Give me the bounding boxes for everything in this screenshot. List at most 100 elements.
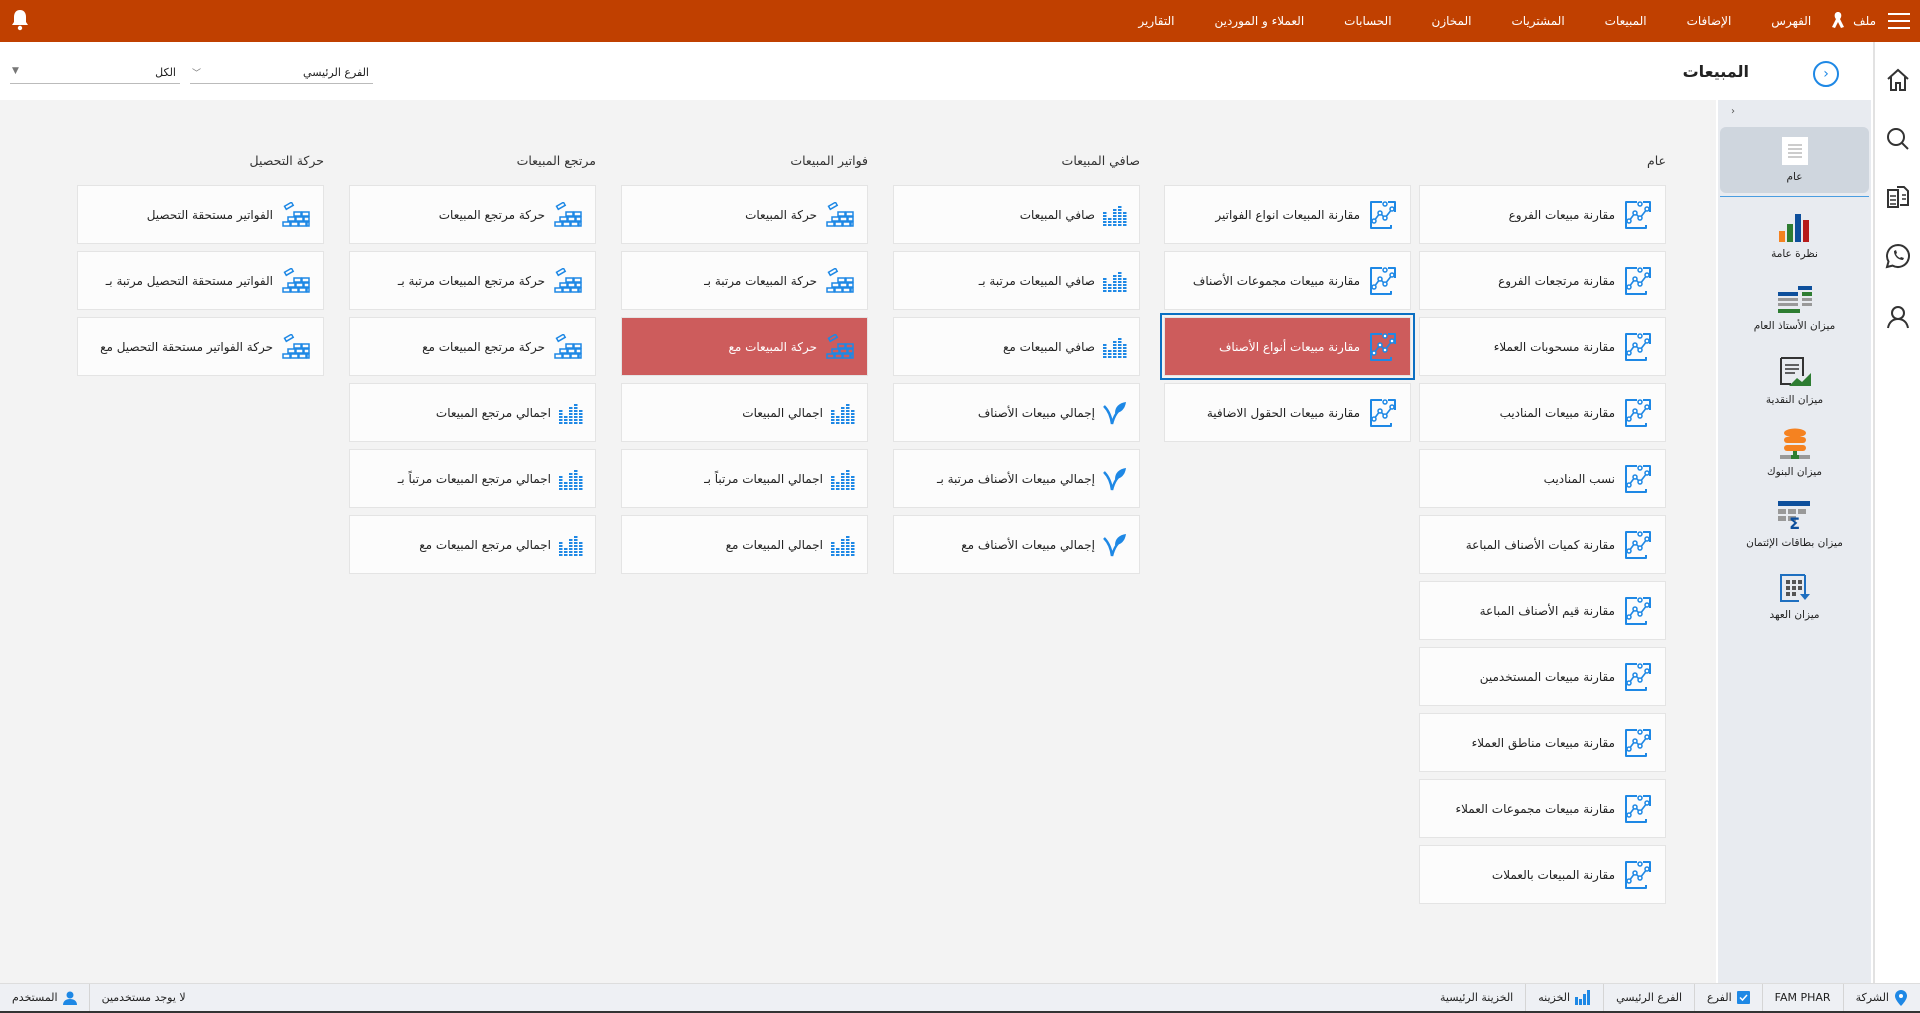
icon-rail [1873,42,1920,983]
bricks-icon [553,267,583,294]
line-chart-icon [1623,662,1653,692]
report-card[interactable]: مقارنة المبيعات انواع الفواتير [1164,185,1411,244]
bricks-icon [825,201,855,228]
line-chart-icon [1623,860,1653,890]
report-card[interactable]: إجمالي مبيعات الأصناف مرتبة بـ [893,449,1140,508]
report-card[interactable]: مقارنة مسحوبات العملاء [1419,317,1666,376]
bell-icon[interactable] [10,9,30,31]
report-card-label: مقارنة المبيعات انواع الفواتير [1215,207,1360,222]
report-card[interactable]: مقارنة مبيعات مجموعات العملاء [1419,779,1666,838]
reports-grid: عام مقارنة مبيعات الفروع مقارنة مرتجعات ال… [0,100,1716,983]
report-card[interactable]: مقارنة قيم الأصناف المباعة [1419,581,1666,640]
user-icon[interactable] [1885,304,1911,330]
report-card[interactable]: اجمالي مرتجع المبيعات [349,383,596,442]
report-card[interactable]: اجمالي مرتجع المبيعات مع [349,515,596,574]
report-card[interactable]: مقارنة المبيعات بالعملات [1419,845,1666,904]
report-card[interactable]: حركة المبيعات مع [621,317,868,376]
report-card[interactable]: حركة مرتجع المبيعات مرتبة بـ [349,251,596,310]
report-card[interactable]: مقارنة مبيعات الفروع [1419,185,1666,244]
report-card[interactable]: نسب المناديب [1419,449,1666,508]
report-card[interactable]: مقارنة مبيعات مناطق العملاء [1419,713,1666,772]
side-panel-item[interactable]: عام [1720,127,1869,193]
menu-item-2[interactable]: الإضافات [1686,14,1732,28]
report-card[interactable]: اجمالي المبيعات مرتباً بـ [621,449,868,508]
report-card[interactable]: الفواتير مستحقة التحصيل [77,185,324,244]
search-icon[interactable] [1885,126,1911,152]
side-panel-item[interactable]: Σ ميزان بطاقات الإئتمان [1718,489,1871,561]
report-card[interactable]: حركة المبيعات [621,185,868,244]
whatsapp-icon[interactable] [1885,243,1911,269]
checkbox-checked-icon[interactable] [1736,991,1750,1004]
report-card[interactable]: الفواتير مستحقة التحصيل مرتبة بـ [77,251,324,310]
svg-text:Σ: Σ [1789,514,1800,531]
column-heading: صافي المبيعات [1061,153,1140,168]
status-branch[interactable]: الفرع [1694,984,1762,1011]
report-card[interactable]: مقارنة مبيعات أنواع الأصناف [1160,313,1415,380]
report-card[interactable]: مقارنة كميات الأصناف المباعة [1419,515,1666,574]
report-card-label: مقارنة مسحوبات العملاء [1493,339,1615,354]
all-select[interactable]: الكل ▼ [10,62,180,84]
report-card[interactable]: مقارنة مرتجعات الفروع [1419,251,1666,310]
report-card-label: اجمالي مرتجع المبيعات مع [419,537,551,552]
bricks-icon [553,201,583,228]
line-chart-icon [1623,332,1653,362]
menu-item-1[interactable]: الفهرس [1771,14,1812,28]
report-card[interactable]: صافي المبيعات مرتبة بـ [893,251,1140,310]
line-chart-icon [1368,398,1398,428]
chevron-right-circle-icon[interactable]: › [1813,61,1839,87]
side-panel-item[interactable]: ميزان النقدية [1718,345,1871,417]
report-card[interactable]: اجمالي المبيعات [621,383,868,442]
menu-item-3[interactable]: المبيعات [1604,14,1647,28]
side-panel-item-label: ميزان بطاقات الإئتمان [1746,537,1843,549]
report-card-label: مقارنة مبيعات الحقول الاضافية [1206,405,1360,420]
hamburger-menu-icon[interactable] [1888,13,1910,29]
collapse-chevron-icon[interactable]: › [1731,106,1735,117]
report-card[interactable]: إجمالي مبيعات الأصناف مع [893,515,1140,574]
report-card-label: حركة الفواتير مستحقة التحصيل مع [100,339,273,354]
report-card-label: الفواتير مستحقة التحصيل مرتبة بـ [105,273,273,288]
branch-select[interactable]: الفرع الرئيسي ﹀ [190,62,373,84]
report-card[interactable]: مقارنة مبيعات مجموعات الأصناف [1164,251,1411,310]
report-card[interactable]: حركة مرتجع المبيعات [349,185,596,244]
location-icon [1895,989,1907,1006]
report-card[interactable]: صافي المبيعات [893,185,1140,244]
report-card[interactable]: إجمالي مبيعات الأصناف [893,383,1140,442]
top-menu-bar: ملف الفهرس الإضافات المبيعات المشتريات المخاز… [0,0,1920,42]
report-card-label: صافي المبيعات مرتبة بـ [978,273,1095,288]
report-card[interactable]: اجمالي مرتجع المبيعات مرتباً بـ [349,449,596,508]
menu-item-7[interactable]: العملاء و الموردين [1214,14,1305,28]
report-card-label: مقارنة مبيعات مجموعات الأصناف [1192,273,1360,288]
report-card-label: إجمالي مبيعات الأصناف [977,405,1095,420]
menu-item-4[interactable]: المشتريات [1511,14,1565,28]
side-panel-item[interactable]: نظرة عامة [1718,201,1871,273]
documents-icon[interactable] [1885,184,1911,210]
report-card[interactable]: اجمالي المبيعات مع [621,515,868,574]
report-card[interactable]: حركة الفواتير مستحقة التحصيل مع [77,317,324,376]
ribbon-icon [1831,10,1845,33]
report-card[interactable]: حركة مرتجع المبيعات مع [349,317,596,376]
bars-icon [831,468,855,490]
report-card-label: مقارنة مبيعات المناديب [1499,405,1615,420]
chevron-down-icon: ﹀ [192,69,202,79]
home-icon[interactable] [1885,67,1911,93]
report-card[interactable]: مقارنة مبيعات المستخدمين [1419,647,1666,706]
user-icon [62,991,77,1005]
report-card[interactable]: حركة المبيعات مرتبة بـ [621,251,868,310]
report-card[interactable]: مقارنة مبيعات المناديب [1419,383,1666,442]
side-panel-item[interactable]: ميزان الأستاذ العام [1718,273,1871,345]
report-card[interactable]: مقارنة مبيعات الحقول الاضافية [1164,383,1411,442]
credit-sum-icon: Σ [1777,501,1812,531]
status-company-value: FAM PHAR [1761,984,1843,1011]
company-value: FAM PHAR [1774,991,1831,1004]
side-panel-item[interactable]: ميزان البنوك [1718,417,1871,489]
bars-icon [559,534,583,556]
menu-item-8[interactable]: التقارير [1138,14,1175,28]
menu-item-0[interactable]: ملف [1853,14,1876,28]
report-card[interactable]: صافي المبيعات مع [893,317,1140,376]
safe-value: الخزينة الرئيسية [1439,991,1514,1004]
report-card-label: مقارنة مبيعات أنواع الأصناف [1218,339,1360,354]
menu-item-6[interactable]: الحسابات [1344,14,1392,28]
menu-item-5[interactable]: المخازن [1431,14,1472,28]
side-panel-item[interactable]: ميزان العهد [1718,561,1871,633]
report-card-label: مقارنة مبيعات المستخدمين [1479,669,1615,684]
